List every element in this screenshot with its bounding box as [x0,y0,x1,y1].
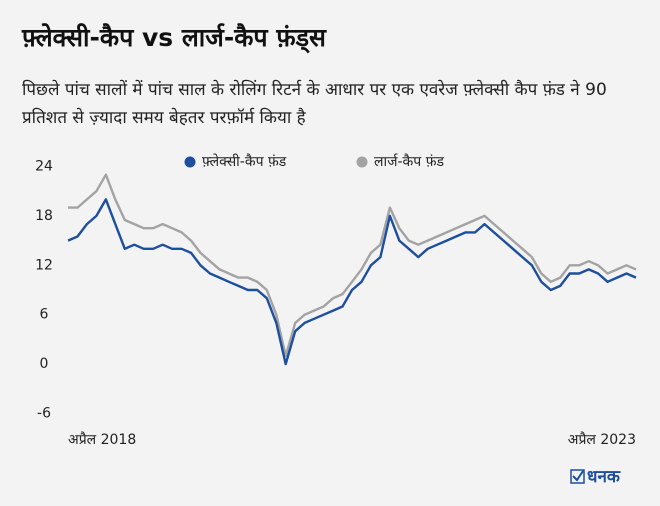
x-tick-label: अप्रैल 2023 [568,431,636,448]
x-tick-label: अप्रैल 2018 [68,431,136,448]
legend-marker [356,156,368,168]
chart-title: फ़्लेक्सी-कैप vs लार्ज-कैप फ़ंड्स [22,23,326,52]
line [67,198,637,366]
y-tick-label: -6 [37,406,51,422]
line [68,173,637,358]
chart-subtitle: पिछले पांच सालों में पांच साल के रोलिंग … [22,80,607,128]
logo-box [570,469,585,484]
y-tick-label: 12 [35,257,53,273]
y-tick-label: 24 [35,158,53,174]
legend-marker [184,156,196,168]
y-tick-label: 6 [40,307,49,323]
source: धनक [587,467,621,487]
legend-label: फ़्लेक्सी-कैप फ़ंड [202,153,287,170]
legend-label: लार्ज-कैप फ़ंड [374,153,445,170]
y-tick-label: 18 [35,208,53,224]
y-tick-label: 0 [40,356,49,372]
logo-check [572,470,584,482]
